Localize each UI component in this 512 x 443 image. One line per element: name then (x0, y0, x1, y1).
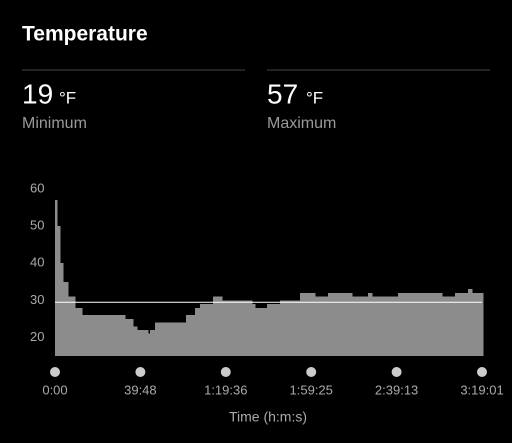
x-tick-dot (391, 367, 402, 377)
area-step (183, 322, 187, 356)
area-step (212, 304, 214, 356)
area-step (442, 296, 456, 356)
area-step (412, 292, 443, 356)
area-step (468, 289, 473, 356)
area-step (57, 226, 61, 356)
x-tick-label: 2:39:13 (375, 382, 418, 397)
area-step (372, 296, 399, 356)
x-tick-label: 39:48 (124, 382, 157, 397)
area-step (81, 315, 121, 356)
x-axis-label: Time (h:m:s) (229, 409, 307, 425)
y-tick-label: 30 (30, 292, 44, 307)
area-step (195, 307, 201, 356)
x-tick-dot (50, 367, 60, 377)
x-tick-dot (306, 367, 317, 377)
area-step (74, 307, 83, 356)
area-step (125, 318, 134, 356)
area-step (300, 292, 316, 356)
area-step (148, 333, 151, 356)
stat-unit: °F (59, 88, 76, 107)
x-tick-dot (477, 367, 487, 377)
area-step (455, 292, 469, 356)
stat-value: 57 (267, 78, 298, 109)
x-tick-dot (135, 367, 146, 377)
area-step (472, 292, 483, 356)
area-step (63, 281, 69, 356)
area-step (55, 200, 58, 356)
area-step (482, 292, 484, 356)
x-tick-label: 1:59:25 (290, 382, 333, 397)
area-step (398, 292, 413, 356)
area-step (267, 304, 281, 356)
title: Temperature (22, 23, 148, 46)
x-tick-dot (220, 367, 231, 377)
y-tick-label: 60 (30, 180, 44, 195)
x-tick-label: 0:00 (42, 382, 67, 397)
area-step (315, 296, 329, 356)
area-step (280, 300, 301, 356)
area-step (252, 304, 256, 356)
area-step (368, 292, 373, 356)
area-step (255, 307, 268, 356)
area-step (328, 292, 353, 356)
area-step (150, 330, 156, 356)
area-step (68, 296, 76, 356)
stat-value: 19 (22, 78, 53, 109)
x-tick-label: 3:19:01 (460, 382, 503, 397)
stat-label: Maximum (267, 115, 336, 132)
area-step (200, 304, 213, 356)
area-step (222, 300, 253, 356)
area-step (132, 326, 138, 356)
stat-label: Minimum (22, 115, 87, 132)
area-step (186, 315, 196, 356)
area-step (120, 315, 126, 356)
area-step (352, 296, 369, 356)
area-step (155, 322, 184, 356)
area-step (60, 263, 64, 356)
area-step (213, 296, 223, 356)
area-step (136, 330, 149, 356)
y-tick-label: 50 (30, 218, 44, 233)
stat-unit: °F (306, 88, 323, 107)
y-tick-label: 40 (30, 255, 44, 270)
x-tick-label: 1:19:36 (204, 382, 247, 397)
y-tick-label: 20 (30, 329, 44, 344)
